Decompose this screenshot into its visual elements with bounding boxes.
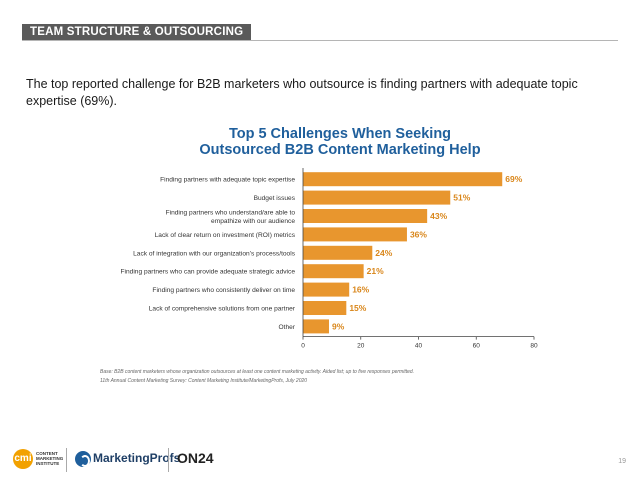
cmi-text-line: INSTITUTE [36, 461, 60, 466]
chart-notes: Base: B2B content marketers whose organi… [100, 368, 540, 386]
x-tick-label: 60 [473, 343, 481, 350]
bar [303, 227, 407, 242]
cmi-text-line: CONTENT [36, 451, 58, 456]
base-note: Base: B2B content marketers whose organi… [100, 369, 415, 375]
logo-divider [66, 448, 67, 472]
page-number: 19 [618, 458, 626, 465]
source-note: 11th Annual Content Marketing Survey: Co… [100, 378, 308, 384]
category-label: Finding partners who can provide adequat… [121, 269, 296, 276]
bar-value-label: 16% [352, 285, 369, 295]
bar [303, 209, 428, 223]
category-label: empathize with our audience [211, 218, 295, 225]
bar-value-label: 21% [367, 266, 384, 276]
cmi-logo-icon: cmi [13, 449, 33, 469]
category-label: Finding partners who consistently delive… [152, 287, 295, 294]
cmi-logo-text: CONTENT MARKETING INSTITUTE [36, 451, 63, 466]
cmi-text-line: MARKETING [36, 456, 64, 461]
footer-logos: cmi CONTENT MARKETING INSTITUTE Marketin… [0, 440, 640, 480]
category-label: Other [279, 324, 296, 331]
bar-value-label: 51% [453, 193, 470, 203]
category-label: Lack of integration with our organizatio… [133, 250, 296, 257]
bar [303, 282, 350, 297]
section-label: TEAM STRUCTURE & OUTSOURCING [22, 24, 252, 40]
chart-title-line-1: Top 5 Challenges When Seeking [228, 126, 452, 142]
bar-value-label: 43% [430, 211, 447, 221]
bar [303, 264, 364, 279]
marketingprofs-logo-text: MarketingProfs [93, 451, 181, 465]
marketingprofs-logo-icon [75, 451, 91, 467]
bar-value-label: 15% [349, 303, 366, 313]
bar-value-label: 36% [410, 229, 427, 239]
x-tick-label: 80 [530, 343, 538, 350]
bar-value-label: 9% [332, 321, 345, 331]
x-tick-label: 20 [357, 343, 365, 350]
chart-title: Top 5 Challenges When Seeking Outsourced… [150, 126, 530, 158]
chart-title-line-2: Outsourced B2B Content Marketing Help [199, 142, 481, 158]
on24-logo: ON24 [177, 450, 214, 466]
x-tick-label: 40 [415, 343, 423, 350]
intro-text: The top reported challenge for B2B marke… [26, 77, 578, 108]
logo-divider [168, 448, 169, 472]
bar [303, 245, 373, 260]
section-divider [22, 40, 618, 41]
bar-value-label: 24% [375, 248, 392, 258]
bar [303, 190, 451, 205]
bar [303, 319, 329, 334]
category-label: Budget issues [254, 195, 296, 202]
bar [303, 301, 347, 315]
bar [303, 172, 503, 187]
category-label: Lack of comprehensive solutions from one… [149, 306, 296, 313]
category-label: Finding partners who understand/are able… [166, 209, 296, 216]
x-tick-label: 0 [301, 343, 305, 350]
category-label: Lack of clear return on investment (ROI)… [155, 232, 296, 239]
bar-value-label: 69% [505, 174, 522, 184]
category-label: Finding partners with adequate topic exp… [160, 177, 295, 184]
